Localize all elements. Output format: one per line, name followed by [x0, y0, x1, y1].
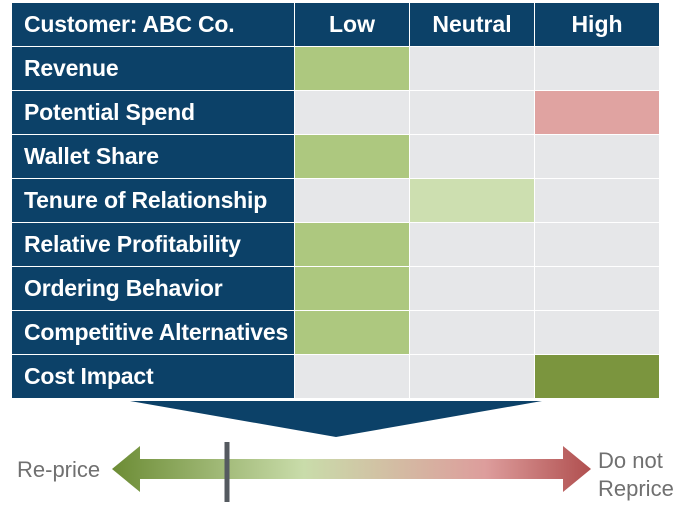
row-label: Relative Profitability [24, 231, 241, 257]
rating-cell-filled [295, 47, 410, 91]
row-label-cell: Tenure of Relationship [12, 179, 295, 223]
column-header-label-low: Low [329, 11, 375, 37]
scale-position-marker [224, 442, 230, 502]
row-label-cell: Relative Profitability [12, 223, 295, 267]
column-header-label-high: High [571, 11, 623, 37]
rating-cell-filled [410, 179, 535, 223]
rating-cell-empty [535, 223, 660, 267]
rating-cell-filled [295, 223, 410, 267]
rating-cell-filled [295, 311, 410, 355]
rating-cell-empty [295, 91, 410, 135]
rating-cell-empty [535, 135, 660, 179]
row-label-cell: Ordering Behavior [12, 267, 295, 311]
scale-right-label: Do not Reprice [598, 447, 674, 503]
funnel-pointer [130, 401, 542, 437]
column-header-high: High [535, 3, 660, 47]
row-label: Tenure of Relationship [24, 187, 268, 213]
rating-cell-empty [410, 91, 535, 135]
customer-label: Customer: ABC Co. [24, 11, 235, 37]
rating-cell-empty [535, 267, 660, 311]
row-label: Competitive Alternatives [24, 319, 289, 345]
rating-cell-empty [410, 223, 535, 267]
rating-cell-empty [535, 179, 660, 223]
rating-cell-empty [410, 267, 535, 311]
row-label: Wallet Share [24, 143, 159, 169]
rating-cell-empty [295, 355, 410, 399]
column-header-label-neutral: Neutral [432, 11, 512, 37]
rating-cell-empty [410, 355, 535, 399]
row-label-cell: Potential Spend [12, 91, 295, 135]
corner-header-cell: Customer: ABC Co. [12, 3, 295, 47]
row-label: Potential Spend [24, 99, 195, 125]
rating-cell-empty [410, 311, 535, 355]
rating-cell-filled [535, 91, 660, 135]
row-label: Cost Impact [24, 363, 154, 389]
rating-matrix: Customer: ABC Co. Low Neutral High Revenue Po… [12, 3, 660, 399]
rating-cell-empty [410, 135, 535, 179]
row-label: Revenue [24, 55, 119, 81]
row-label-cell: Revenue [12, 47, 295, 91]
row-label-cell: Wallet Share [12, 135, 295, 179]
scale-right-label-line2: Reprice [598, 476, 674, 501]
rating-cell-filled [295, 135, 410, 179]
row-label-cell: Cost Impact [12, 355, 295, 399]
column-header-low: Low [295, 3, 410, 47]
rating-cell-empty [295, 179, 410, 223]
rating-cell-filled [535, 355, 660, 399]
row-label: Ordering Behavior [24, 275, 223, 301]
row-label-cell: Competitive Alternatives [12, 311, 295, 355]
rating-cell-empty [535, 311, 660, 355]
re-price-scale-arrow [112, 446, 591, 492]
scale-left-label: Re-price [17, 457, 101, 482]
rating-cell-filled [295, 267, 410, 311]
scale-right-label-line1: Do not [598, 448, 663, 473]
column-header-neutral: Neutral [410, 3, 535, 47]
rating-cell-empty [535, 47, 660, 91]
rating-cell-empty [410, 47, 535, 91]
